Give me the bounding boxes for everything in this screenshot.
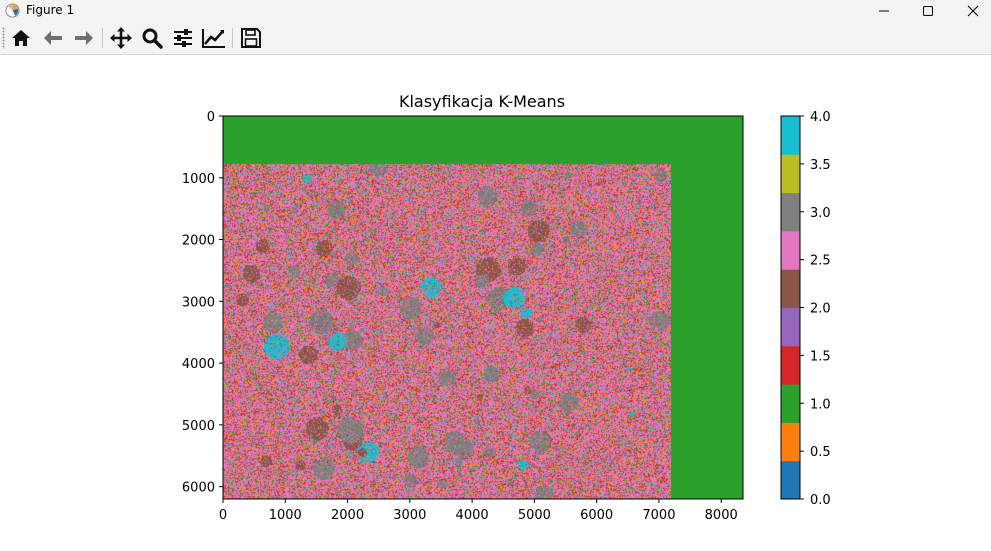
navigation-toolbar	[0, 22, 991, 55]
heatmap-image	[223, 116, 743, 500]
x-tick-label: 0	[219, 508, 227, 523]
back-button[interactable]	[39, 25, 67, 51]
line-chart-icon	[202, 29, 225, 48]
x-tick-label: 8000	[705, 508, 738, 523]
colorbar: 0.0 0.5 1.0 1.5 2.0 2.5 3.0 3.5 4.0	[780, 110, 831, 508]
forward-button[interactable]	[70, 25, 98, 51]
axes-frame	[222, 115, 744, 500]
colorbar-segment	[781, 345, 800, 385]
edit-axis-button[interactable]	[200, 25, 228, 51]
move-icon	[110, 27, 132, 49]
configure-subplots-button[interactable]	[169, 25, 197, 51]
colorbar-tick-label: 3.5	[810, 158, 831, 173]
colorbar-segment	[781, 116, 800, 155]
maximize-button[interactable]	[905, 0, 951, 22]
minimize-button[interactable]	[861, 0, 907, 22]
matplotlib-app-icon	[5, 3, 20, 18]
y-axis: 0 1000 2000 3000 4000 5000 6000	[182, 110, 223, 496]
window-title: Figure 1	[26, 3, 75, 17]
sliders-icon	[174, 29, 192, 47]
chart-title: Klasyfikacja K-Means	[399, 92, 565, 111]
colorbar-segment	[781, 269, 800, 308]
close-icon	[967, 5, 979, 17]
x-tick-label: 1000	[269, 508, 302, 523]
figure-canvas[interactable]: Klasyfikacja K-Means 0 1000 2000 3000 4000 50…	[0, 55, 991, 551]
y-tick-label: 6000	[182, 481, 215, 496]
close-button[interactable]	[950, 0, 991, 22]
y-tick-label: 0	[207, 110, 215, 125]
pan-button[interactable]	[107, 25, 135, 51]
y-tick-label: 3000	[182, 295, 215, 310]
x-tick-label: 7000	[642, 508, 675, 523]
colorbar-tick-label: 2.5	[810, 254, 831, 269]
window-titlebar: Figure 1	[0, 0, 991, 22]
zoom-button[interactable]	[138, 25, 166, 51]
x-tick-label: 6000	[580, 508, 613, 523]
colorbar-tick-label: 2.0	[810, 302, 831, 317]
arrow-left-icon	[44, 31, 62, 45]
colorbar-segment	[781, 192, 800, 232]
colorbar-tick-label: 1.0	[810, 397, 831, 412]
magnifier-icon	[142, 28, 163, 49]
minimize-icon	[879, 10, 889, 12]
x-tick-label: 4000	[456, 508, 489, 523]
colorbar-segment	[781, 460, 800, 500]
home-icon	[12, 30, 30, 46]
colorbar-segment	[781, 422, 800, 462]
arrow-right-icon	[75, 31, 93, 45]
colorbar-tick-label: 4.0	[810, 110, 831, 125]
y-tick-label: 5000	[182, 419, 215, 434]
colorbar-tick-label: 1.5	[810, 349, 831, 364]
x-tick-label: 3000	[393, 508, 426, 523]
colorbar-segment	[781, 384, 800, 423]
colorbar-tick-label: 3.0	[810, 206, 831, 221]
x-tick-label: 5000	[518, 508, 551, 523]
save-button[interactable]	[237, 25, 265, 51]
home-button[interactable]	[7, 25, 35, 51]
colorbar-segment	[781, 154, 800, 194]
y-tick-label: 2000	[182, 234, 215, 249]
classified-region	[223, 164, 671, 500]
toolbar-separator	[102, 28, 103, 48]
colorbar-tick-label: 0.0	[810, 493, 831, 508]
colorbar-tick-label: 0.5	[810, 445, 831, 460]
toolbar-grip	[2, 27, 5, 49]
x-tick-label: 2000	[331, 508, 364, 523]
maximize-icon	[923, 6, 933, 16]
y-tick-label: 1000	[182, 172, 215, 187]
floppy-disk-icon	[241, 28, 261, 48]
x-axis: 0 1000 2000 3000 4000 5000 6000 7000 8000	[219, 499, 738, 523]
y-tick-label: 4000	[182, 357, 215, 372]
colorbar-segment	[781, 230, 800, 270]
colorbar-segment	[781, 307, 800, 347]
toolbar-separator	[232, 28, 233, 48]
